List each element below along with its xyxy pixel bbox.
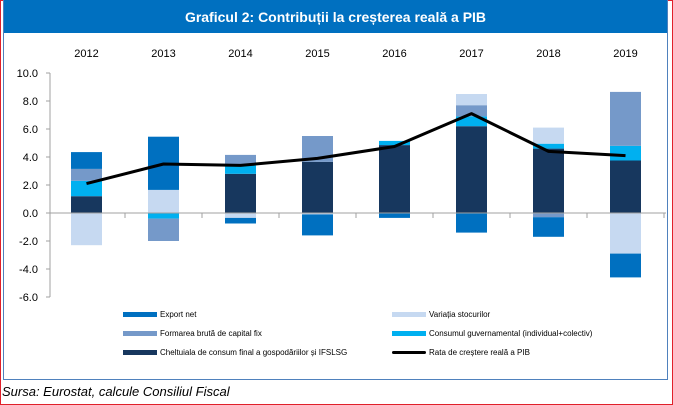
bar-net_exports-2019 (610, 253, 641, 278)
x-tick-label-2013: 2013 (151, 48, 175, 60)
bar-households-2018 (533, 148, 564, 213)
y-tick-label: 6.0 (23, 124, 38, 136)
bar-net_exports-2016 (379, 213, 410, 218)
bar-households-2012 (71, 196, 102, 213)
bar-net_exports-2017 (456, 213, 487, 233)
legend-label: Cheltuiala de consum final a gospodăriil… (160, 348, 348, 357)
bar-households-2016 (379, 145, 410, 213)
legend-item-stock-variation: Variația stocurilor (392, 310, 490, 319)
bar-net_exports-2014 (225, 217, 256, 224)
bar-stocks-2014 (225, 213, 256, 218)
source-note: Sursa: Eurostat, calcule Consiliul Fisca… (2, 384, 230, 399)
x-tick-label-2019: 2019 (613, 48, 637, 60)
bar-government-2017 (456, 116, 487, 127)
bar-stocks-2015 (302, 213, 333, 215)
x-tick-label-2018: 2018 (536, 48, 560, 60)
x-tick-label-2012: 2012 (74, 48, 98, 60)
bar-stocks-2018 (533, 127, 564, 144)
bar-gfcf-2014 (225, 154, 256, 166)
gdp-growth-line (86, 112, 626, 186)
y-tick-label: -2.0 (19, 236, 38, 248)
bar-gfcf-2012 (71, 168, 102, 181)
legend-swatch (123, 312, 157, 317)
bar-households-2014 (225, 173, 256, 213)
legend-item-export-net: Export net (123, 310, 196, 319)
x-tick-label-2015: 2015 (305, 48, 329, 60)
legend-item-government-consumption: Consumul guvernamental (individual+colec… (392, 329, 592, 338)
y-tick-label: -4.0 (19, 264, 38, 276)
bar-net_exports-2018 (533, 217, 564, 237)
bar-government-2016 (379, 140, 410, 146)
bar-net_exports-2012 (71, 152, 102, 169)
y-tick-label: -6.0 (19, 292, 38, 304)
legend-label: Variația stocurilor (429, 310, 491, 319)
bar-stocks-2019 (610, 213, 641, 254)
bar-government-2012 (71, 180, 102, 197)
y-tick-label: 4.0 (23, 152, 38, 164)
x-tick-label-2016: 2016 (382, 48, 406, 60)
bar-government-2018 (533, 143, 564, 149)
legend-label: Formarea brută de capital fix (160, 329, 262, 338)
bar-gfcf-2018 (533, 213, 564, 218)
y-tick-label: 10.0 (17, 68, 38, 80)
y-tick-label: 2.0 (23, 180, 38, 192)
legend-swatch (123, 350, 157, 355)
legend-label: Consumul guvernamental (individual+colec… (429, 329, 593, 338)
plot-area: 10.0 8.0 6.0 4.0 2.0 0.0 -2.0 -4.0 -6.0 2012 2013 2… (17, 48, 666, 304)
bar-stocks-2012 (71, 213, 102, 246)
bar-gfcf-2013 (148, 218, 179, 241)
bar-households-2017 (456, 126, 487, 213)
legend-swatch (123, 331, 157, 336)
bar-stocks-2017 (456, 94, 487, 106)
legend-line-swatch (392, 351, 426, 354)
legend-swatch (392, 312, 426, 317)
bar-gfcf-2019 (610, 91, 641, 146)
y-tick-label: 0.0 (23, 208, 38, 220)
bar-government-2014 (225, 165, 256, 174)
y-tick-label: 8.0 (23, 96, 38, 108)
chart-title: Graficul 2: Contribuții la creșterea rea… (4, 0, 667, 33)
bar-households-2015 (302, 161, 333, 213)
bar-stocks-2013 (148, 189, 179, 213)
legend-label: Rata de creștere reală a PIB (429, 348, 530, 357)
x-tick-label-2014: 2014 (228, 48, 252, 60)
bar-government-2019 (610, 145, 641, 161)
x-tick-label-2017: 2017 (459, 48, 483, 60)
legend-item-gfcf: Formarea brută de capital fix (123, 329, 262, 338)
legend-swatch (392, 331, 426, 336)
bar-households-2019 (610, 160, 641, 213)
legend-label: Export net (160, 310, 197, 319)
bar-net_exports-2015 (302, 214, 333, 236)
legend-item-household-consumption: Cheltuiala de consum final a gospodăriil… (123, 348, 347, 357)
chart-container: Graficul 2: Contribuții la creșterea rea… (3, 0, 668, 380)
legend-item-gdp-growth-line: Rata de creștere reală a PIB (392, 348, 530, 357)
bar-government-2013 (148, 213, 179, 219)
bar-gfcf-2017 (456, 105, 487, 117)
